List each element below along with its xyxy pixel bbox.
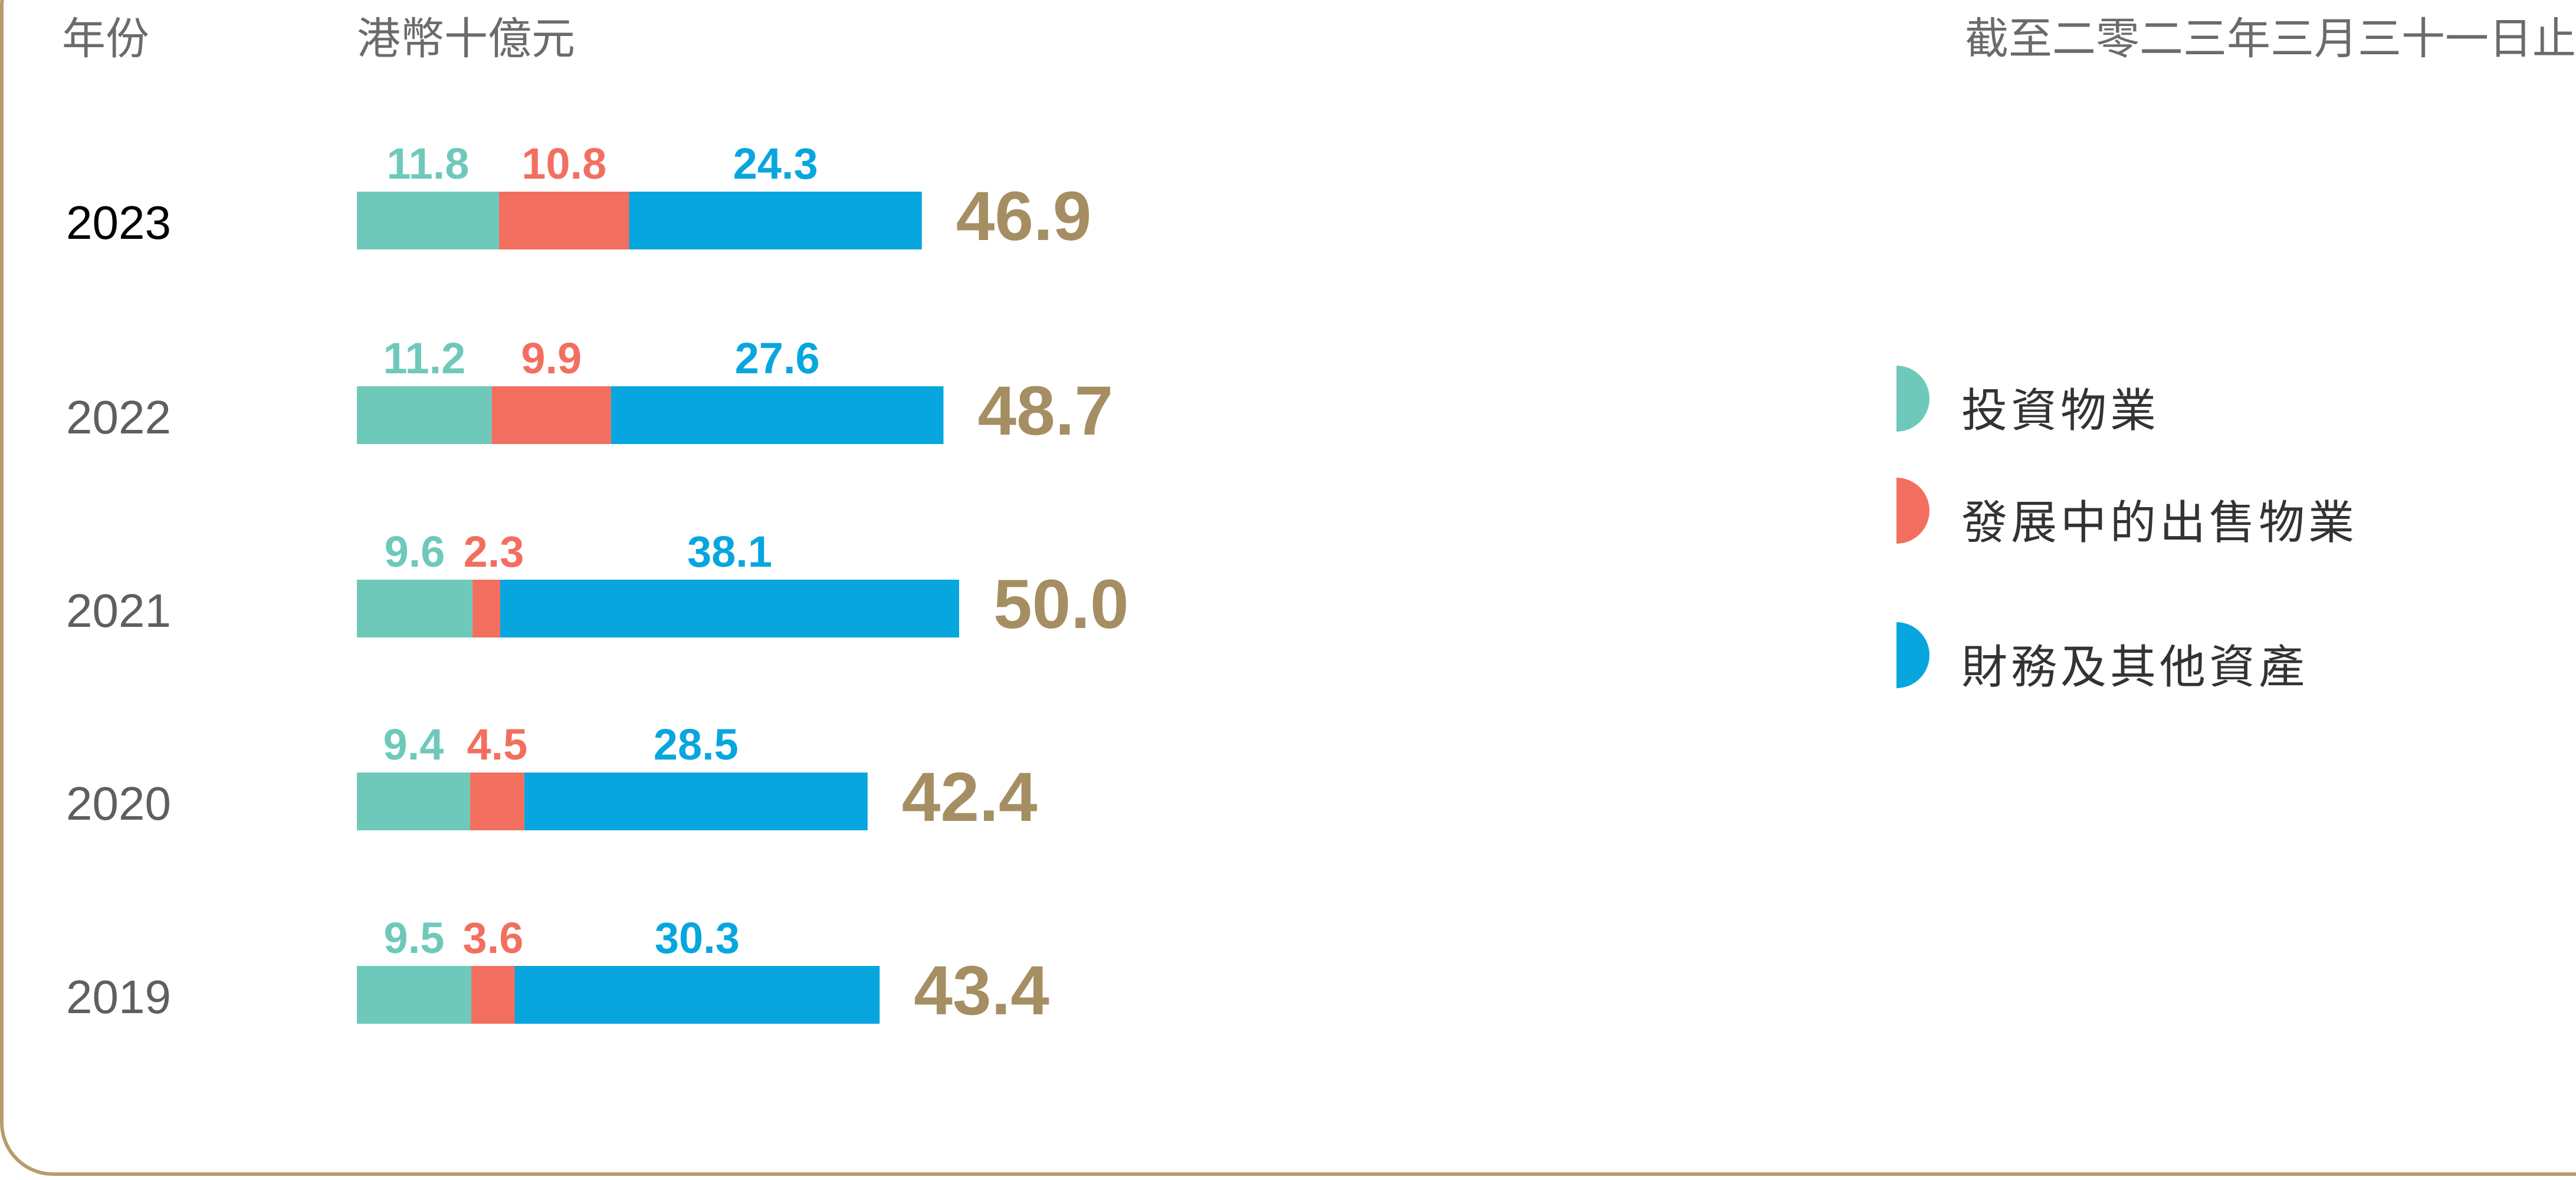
bar-segment-2021-financial [500, 580, 959, 637]
bar-segment-2021-investment [357, 580, 473, 637]
legend-label-investment: 投資物業 [1961, 384, 2160, 436]
value-label-2022-financial: 27.6 [735, 334, 820, 383]
value-label-2019-financial: 30.3 [655, 913, 740, 962]
value-label-2023-development: 10.8 [521, 139, 606, 188]
value-label-2020-financial: 28.5 [654, 720, 739, 769]
legend-marker-investment [1896, 366, 1929, 432]
bar-segment-2022-investment [357, 386, 492, 444]
bar-segment-2021-development [472, 580, 500, 637]
year-label-2019: 2019 [66, 971, 171, 1023]
value-label-2023-financial: 24.3 [733, 139, 818, 188]
bar-segment-2020-financial [524, 773, 868, 830]
value-label-2020-investment: 9.4 [383, 720, 444, 769]
legend-item-investment-properties: 投資物業 [1896, 366, 2545, 436]
value-label-2020-development: 4.5 [467, 720, 527, 769]
total-label-2022: 48.7 [977, 372, 1113, 450]
year-label-2021: 2021 [66, 584, 171, 637]
value-label-2021-financial: 38.1 [687, 527, 772, 576]
legend-label-financial: 財務及其他資產 [1961, 641, 2309, 693]
bar-segment-2019-financial [514, 966, 880, 1024]
year-label-2022: 2022 [66, 391, 171, 443]
legend-marker-financial [1896, 622, 1929, 688]
total-label-2023: 46.9 [956, 178, 1092, 255]
value-label-2019-development: 3.6 [463, 913, 524, 962]
bar-segment-2020-investment [357, 773, 470, 830]
legend-item-development-properties: 發展中的出售物業 [1896, 478, 2545, 548]
legend-marker-development [1896, 478, 1929, 544]
bar-segment-2022-financial [611, 386, 944, 444]
value-label-2021-investment: 9.6 [385, 527, 445, 576]
year-label-2023: 2023 [66, 196, 171, 249]
unit-label: 港幣十億元 [357, 14, 575, 63]
total-label-2021: 50.0 [993, 566, 1129, 643]
bar-segment-2019-development [471, 966, 515, 1024]
bar-segment-2019-investment [357, 966, 471, 1024]
bar-segment-2022-development [491, 386, 611, 444]
bar-segment-2023-development [498, 192, 629, 249]
legend-item-financial-assets: 財務及其他資產 [1896, 622, 2545, 693]
total-label-2019: 43.4 [914, 952, 1049, 1030]
bar-segment-2023-financial [629, 192, 922, 249]
value-label-2022-investment: 11.2 [383, 334, 465, 383]
value-label-2022-development: 9.9 [521, 334, 582, 383]
bar-segment-2023-investment [357, 192, 499, 249]
bar-segment-2020-development [470, 773, 524, 830]
year-label-2020: 2020 [66, 777, 171, 830]
value-label-2019-investment: 9.5 [384, 913, 445, 962]
legend-label-development: 發展中的出售物業 [1961, 497, 2358, 548]
as-of-date: 截至二零二三年三月三十一日止 [1965, 14, 2576, 63]
value-label-2023-investment: 11.8 [387, 139, 470, 188]
year-column-header: 年份 [62, 14, 149, 63]
value-label-2021-development: 2.3 [464, 527, 524, 576]
total-label-2020: 42.4 [902, 758, 1038, 836]
